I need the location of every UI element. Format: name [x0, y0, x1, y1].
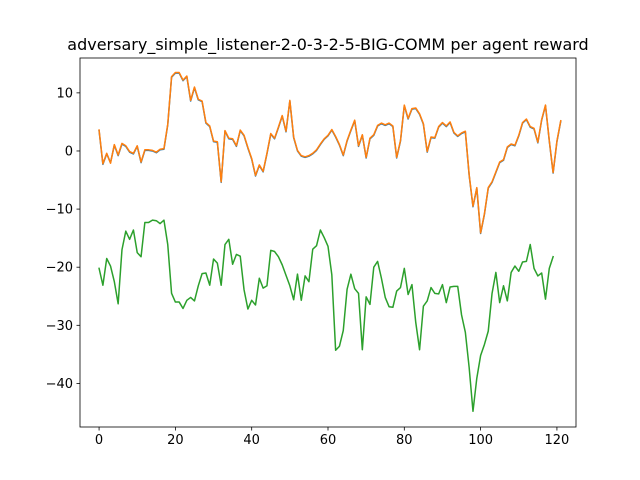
- y-tick-label: 0: [65, 144, 73, 159]
- plot-area: [80, 58, 576, 427]
- plot-background: [80, 58, 576, 427]
- y-tick-label: −10: [46, 203, 73, 218]
- series-group: [98, 71, 562, 413]
- axes: 0 20 40 60 80 100 120 −40 −30 −20 −10 0 10: [46, 57, 577, 448]
- x-tick-label: 80: [396, 433, 413, 448]
- x-tick-label: 0: [95, 433, 103, 448]
- x-tick-label: 40: [243, 433, 260, 448]
- series-line-2: [98, 71, 562, 234]
- y-tick-label: −40: [46, 377, 73, 392]
- chart-title: adversary_simple_listener-2-0-3-2-5-BIG-…: [67, 35, 588, 55]
- x-tick-label: 120: [545, 433, 570, 448]
- y-tick-label: 10: [56, 86, 73, 101]
- x-tick-label: 20: [167, 433, 184, 448]
- y-tick-label: −20: [46, 261, 73, 276]
- x-tick-label: 100: [468, 433, 493, 448]
- x-tick-label: 60: [320, 433, 337, 448]
- y-tick-label: −30: [46, 319, 73, 334]
- series-line-3: [98, 219, 555, 413]
